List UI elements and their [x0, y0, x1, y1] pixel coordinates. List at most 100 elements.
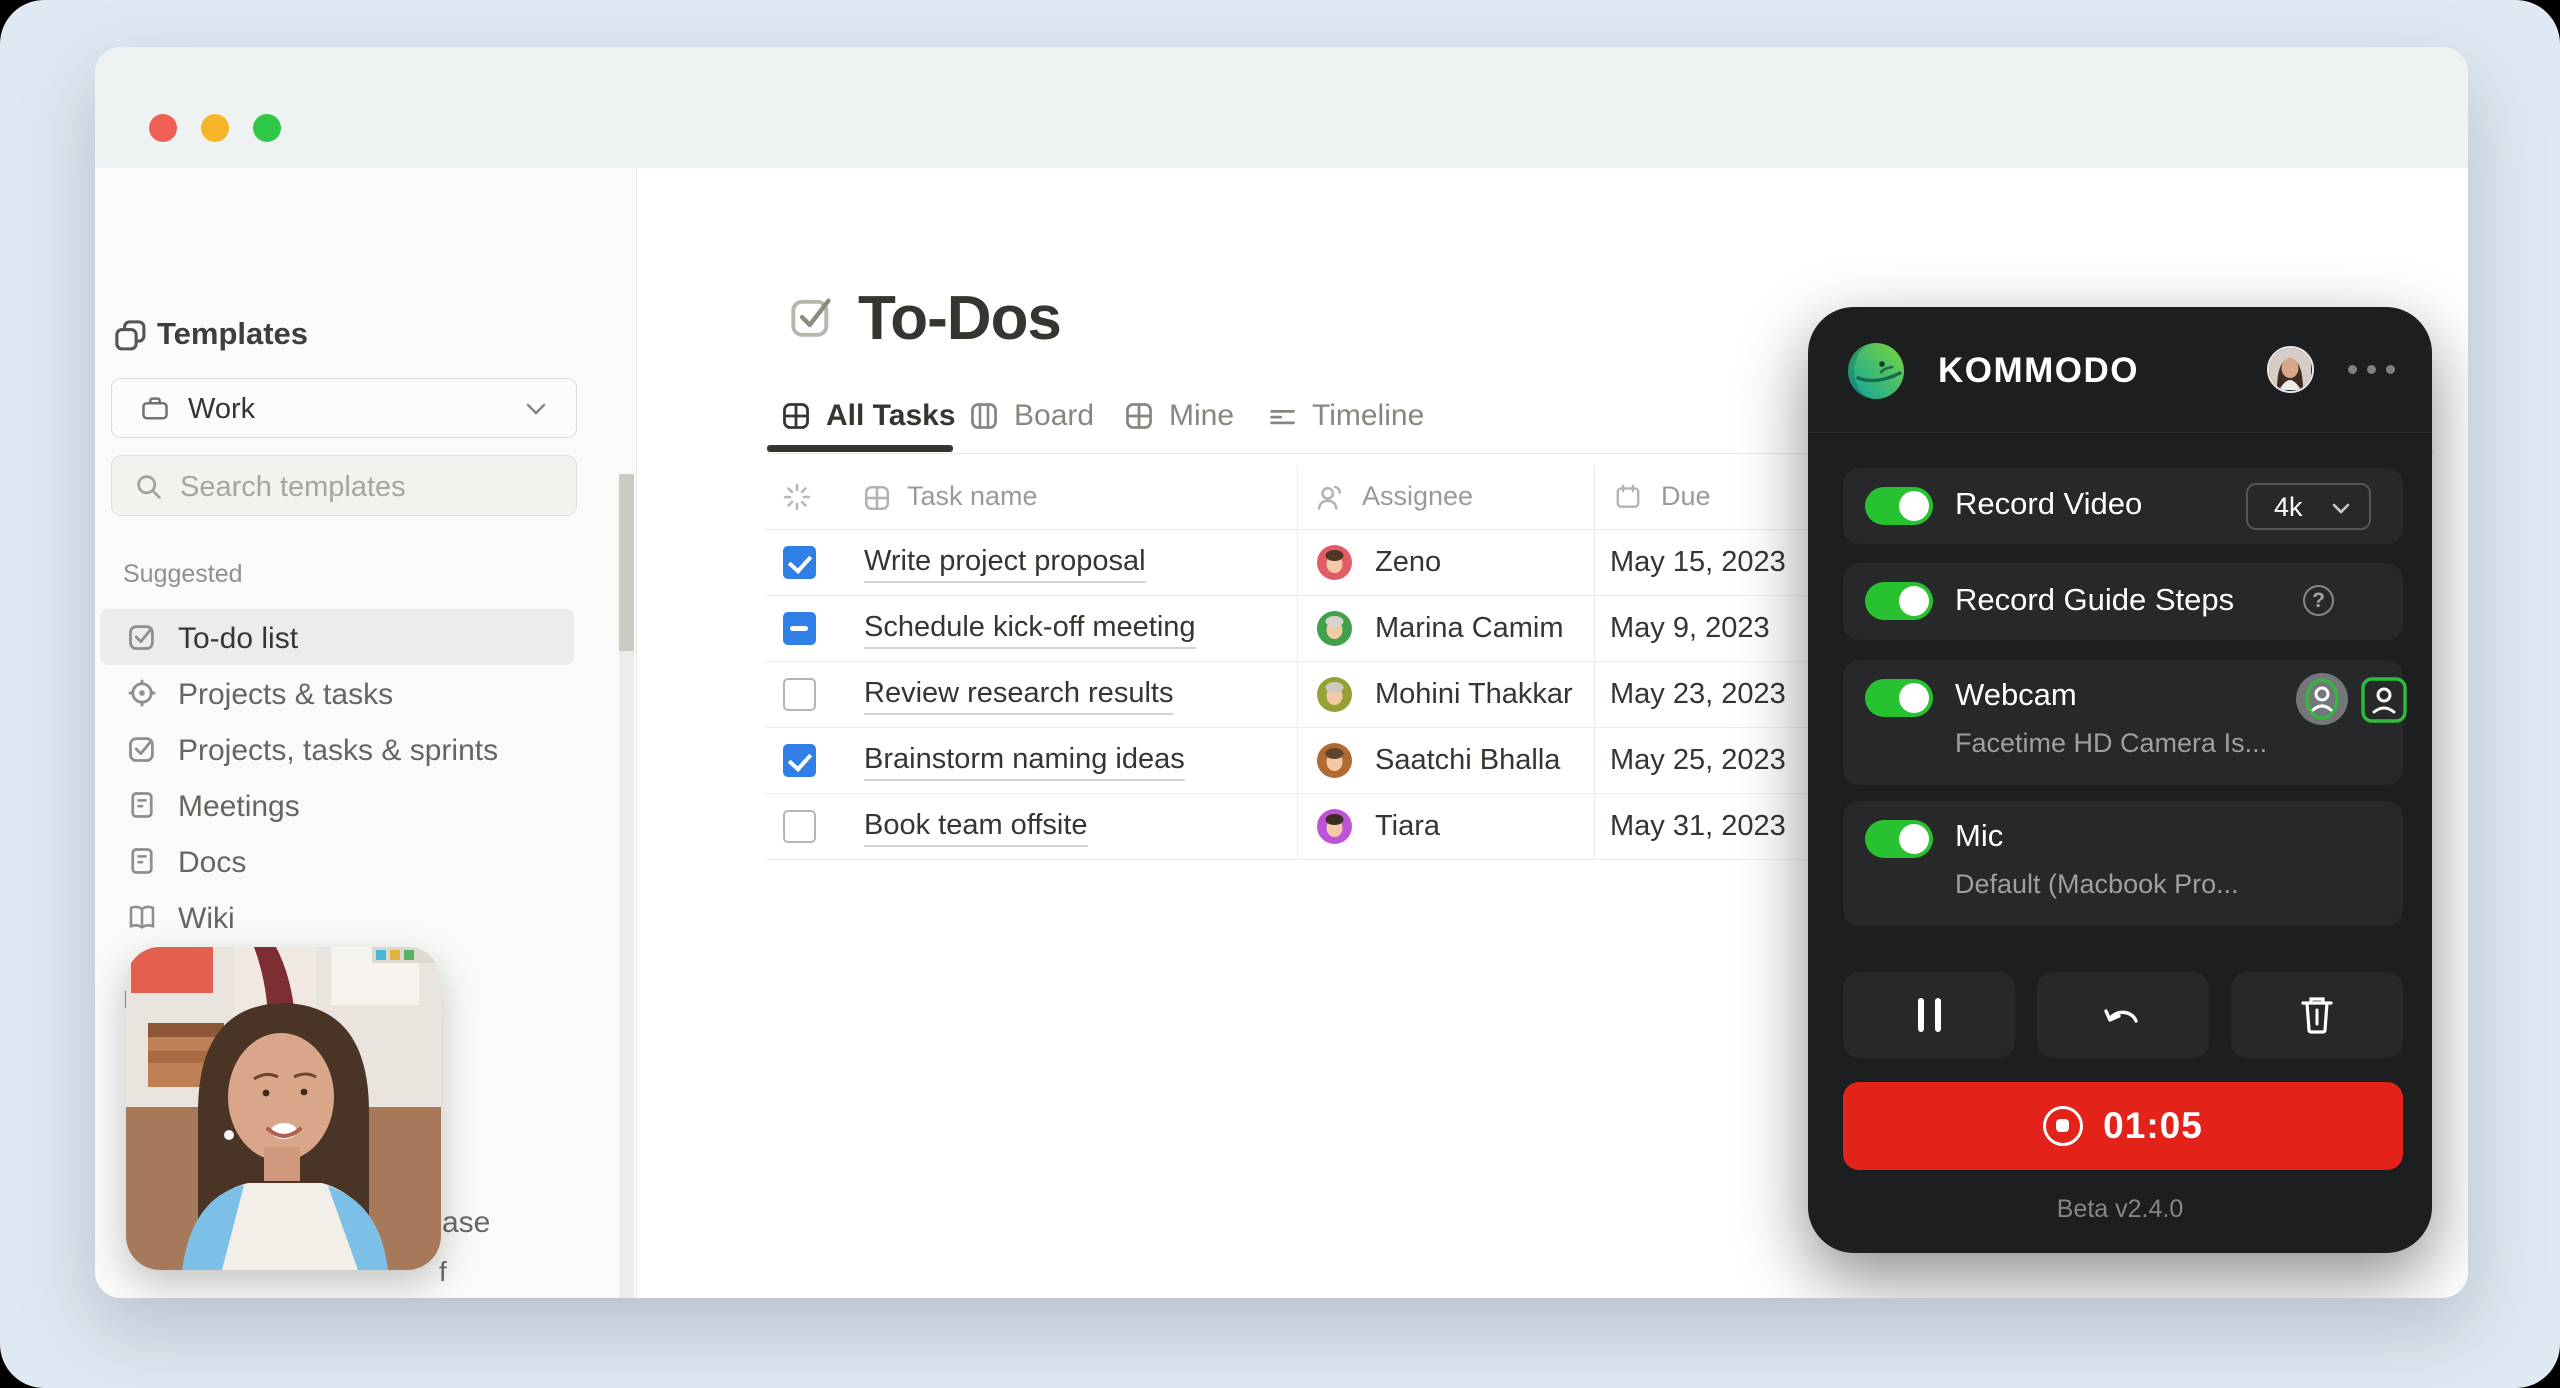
sidebar-item-projects-tasks[interactable]: Projects & tasks	[100, 665, 574, 721]
webcam-video-frame	[126, 947, 441, 1270]
undo-button[interactable]	[2037, 972, 2209, 1058]
task-name-link[interactable]: Brainstorm naming ideas	[864, 743, 1185, 781]
version-label: Beta v2.4.0	[2056, 1195, 2184, 1223]
assignee-name: Saatchi Bhalla	[1375, 744, 1561, 776]
delete-button[interactable]	[2231, 972, 2403, 1058]
assignee-avatar	[1317, 809, 1352, 844]
loading-spinner-icon[interactable]	[782, 482, 812, 512]
table-row: Book team offsite Tiara May 31, 2023	[765, 794, 1895, 860]
stop-recording-button[interactable]: 01:05	[1843, 1082, 2403, 1170]
search-icon	[137, 475, 161, 499]
help-icon[interactable]: ?	[2303, 585, 2334, 616]
sidebar-item-todo-list[interactable]: To-do list	[100, 609, 574, 665]
category-select-value: Work	[188, 393, 256, 425]
tab-board[interactable]: Board	[969, 399, 1094, 433]
column-header-assignee[interactable]: Assignee	[1362, 481, 1474, 511]
table-row: Brainstorm naming ideas Saatchi Bhalla M…	[765, 728, 1895, 794]
mic-device-subtitle: Default (Macbook Pro...	[1955, 869, 2239, 899]
resolution-dropdown[interactable]: 4k	[2246, 483, 2371, 530]
doc-icon	[131, 792, 153, 818]
task-checkbox[interactable]	[783, 546, 816, 579]
minimize-window-button[interactable]	[201, 114, 229, 142]
sidebar-item-label: Docs	[178, 846, 247, 879]
record-video-toggle[interactable]	[1865, 487, 1933, 525]
sidebar-item-label: Meetings	[178, 790, 300, 823]
section-label-suggested: Suggested	[123, 560, 243, 588]
tab-timeline[interactable]: Timeline	[1267, 399, 1424, 433]
search-placeholder: Search templates	[180, 471, 406, 503]
active-tab-underline	[767, 445, 953, 452]
table-row: Review research results Mohini Thakkar M…	[765, 662, 1895, 728]
occluded-item-text: ase	[442, 1206, 491, 1239]
close-window-button[interactable]	[149, 114, 177, 142]
sidebar-item-label: Projects & tasks	[178, 678, 394, 711]
assignee-avatar	[1317, 677, 1352, 712]
briefcase-icon	[142, 397, 168, 420]
webcam-row: Webcam Facetime HD Camera Is...	[1843, 660, 2407, 785]
webcam-square-shape-icon[interactable]	[2361, 677, 2407, 723]
sidebar-title: Templates	[157, 316, 309, 351]
toggle-label: Webcam	[1955, 677, 2077, 712]
sidebar-item-meetings[interactable]: Meetings	[100, 777, 574, 833]
tab-all-tasks[interactable]: All Tasks	[781, 399, 956, 433]
grid-icon	[864, 485, 890, 511]
record-guide-steps-toggle[interactable]	[1865, 582, 1933, 620]
todo-check-icon	[129, 737, 154, 762]
occluded-item-text: f	[439, 1256, 447, 1287]
person-icon	[1317, 485, 1342, 510]
record-video-row: Record Video 4k	[1843, 468, 2403, 544]
undo-icon	[2104, 1009, 2138, 1023]
table-header: Task name Assignee Due	[765, 465, 1895, 530]
mic-toggle[interactable]	[1865, 820, 1933, 858]
column-header-task[interactable]: Task name	[907, 481, 1038, 511]
task-name-link[interactable]: Write project proposal	[864, 545, 1146, 583]
recorder-panel: KOMMODO Record Video 4k	[1808, 307, 2432, 1253]
ellipsis-menu-icon[interactable]	[2348, 365, 2395, 374]
book-icon	[129, 905, 155, 929]
mic-row: Mic Default (Macbook Pro...	[1843, 801, 2403, 926]
table-row: Schedule kick-off meeting Marina Camim M…	[765, 596, 1895, 662]
assignee-name: Mohini Thakkar	[1375, 678, 1573, 710]
pause-button[interactable]	[1843, 972, 2015, 1058]
due-date: May 23, 2023	[1610, 678, 1786, 710]
sidebar-item-wiki[interactable]: Wiki	[100, 889, 574, 945]
sidebar-item-projects-tasks-sprints[interactable]: Projects, tasks & sprints	[100, 721, 574, 777]
sidebar-item-docs[interactable]: Docs	[100, 833, 574, 889]
zoom-window-button[interactable]	[253, 114, 281, 142]
task-checkbox[interactable]	[783, 810, 816, 843]
doc-icon	[131, 848, 153, 874]
task-name-link[interactable]: Review research results	[864, 677, 1174, 715]
task-checkbox[interactable]	[783, 612, 816, 645]
recording-timer: 01:05	[2103, 1105, 2203, 1146]
recorder-header: KOMMODO	[1808, 307, 2432, 433]
task-name-link[interactable]: Book team offsite	[864, 809, 1088, 847]
webcam-toggle[interactable]	[1865, 679, 1933, 717]
resolution-value: 4k	[2274, 492, 2303, 522]
category-select[interactable]: Work	[111, 378, 577, 438]
due-date: May 25, 2023	[1610, 744, 1786, 776]
sidebar-scrollbar-track[interactable]	[619, 474, 634, 1298]
grid-icon	[783, 403, 809, 429]
column-header-due[interactable]: Due	[1661, 481, 1711, 511]
trash-icon	[2301, 997, 2333, 1034]
window-titlebar	[95, 47, 2468, 168]
toggle-label: Record Video	[1955, 486, 2143, 521]
target-icon	[128, 679, 156, 707]
webcam-circle-shape-icon[interactable]	[2295, 672, 2349, 726]
task-checkbox[interactable]	[783, 678, 816, 711]
stop-icon	[2043, 1106, 2084, 1146]
webcam-preview[interactable]	[126, 947, 441, 1270]
sidebar-scrollbar-thumb[interactable]	[619, 474, 634, 651]
task-checkbox[interactable]	[783, 744, 816, 777]
assignee-name: Marina Camim	[1375, 612, 1564, 644]
grid-icon	[1126, 403, 1152, 429]
templates-icon	[115, 320, 146, 351]
assignee-avatar	[1317, 611, 1352, 646]
task-name-link[interactable]: Schedule kick-off meeting	[864, 611, 1196, 649]
timeline-icon	[1270, 410, 1295, 425]
user-avatar[interactable]	[2267, 346, 2314, 393]
page-title: To-Dos	[858, 284, 1062, 353]
tab-mine[interactable]: Mine	[1124, 399, 1234, 433]
tab-label: Mine	[1169, 399, 1235, 432]
search-input[interactable]: Search templates	[111, 455, 577, 516]
